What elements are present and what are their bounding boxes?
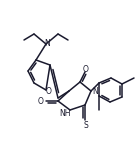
Text: N: N bbox=[92, 87, 98, 97]
Text: O: O bbox=[38, 97, 44, 106]
Text: NH: NH bbox=[59, 108, 71, 117]
Text: O: O bbox=[46, 87, 52, 95]
Text: N: N bbox=[44, 40, 50, 49]
Text: O: O bbox=[83, 65, 89, 73]
Text: S: S bbox=[84, 121, 88, 130]
